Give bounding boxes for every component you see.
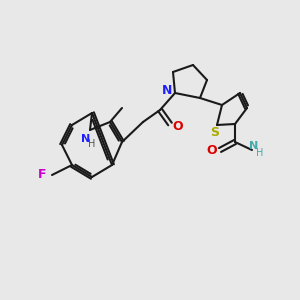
Text: H: H [256,148,264,158]
Text: H: H [88,139,96,149]
Text: O: O [207,143,217,157]
Text: O: O [173,119,183,133]
Text: F: F [38,169,46,182]
Text: N: N [81,134,91,144]
Text: N: N [249,141,259,151]
Text: N: N [162,85,172,98]
Text: S: S [211,125,220,139]
